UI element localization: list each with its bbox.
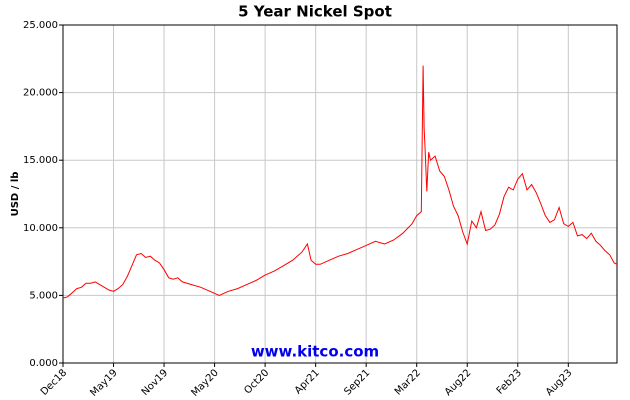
watermark: www.kitco.com	[251, 343, 379, 361]
y-tick-label: 10.000	[23, 223, 58, 234]
x-tick-label: Aug23	[544, 367, 575, 398]
y-axis-label: USD / lb	[10, 172, 21, 217]
x-tick-label: Dec18	[39, 367, 69, 397]
x-tick-label: Aug22	[443, 367, 474, 398]
x-tick-label: Oct20	[242, 367, 271, 396]
chart-title: 5 Year Nickel Spot	[238, 3, 392, 21]
y-tick-label: 5.000	[29, 290, 58, 301]
x-tick-label: Sep21	[342, 367, 372, 397]
plot-border	[62, 24, 618, 364]
y-tick-label: 0.000	[29, 358, 58, 369]
y-tick-label: 20.000	[23, 88, 58, 99]
plot-area	[63, 25, 617, 363]
x-tick-label: Mar22	[393, 367, 423, 397]
y-tick-label: 15.000	[23, 155, 58, 166]
x-tick-label: Apr21	[293, 367, 322, 396]
price-line	[62, 65, 618, 299]
y-tick-label: 25.000	[23, 20, 58, 31]
x-tick-label: May19	[88, 367, 119, 398]
x-tick-label: Feb23	[495, 367, 524, 396]
x-tick-label: May20	[189, 367, 220, 398]
x-tick-label: Nov19	[140, 367, 171, 398]
